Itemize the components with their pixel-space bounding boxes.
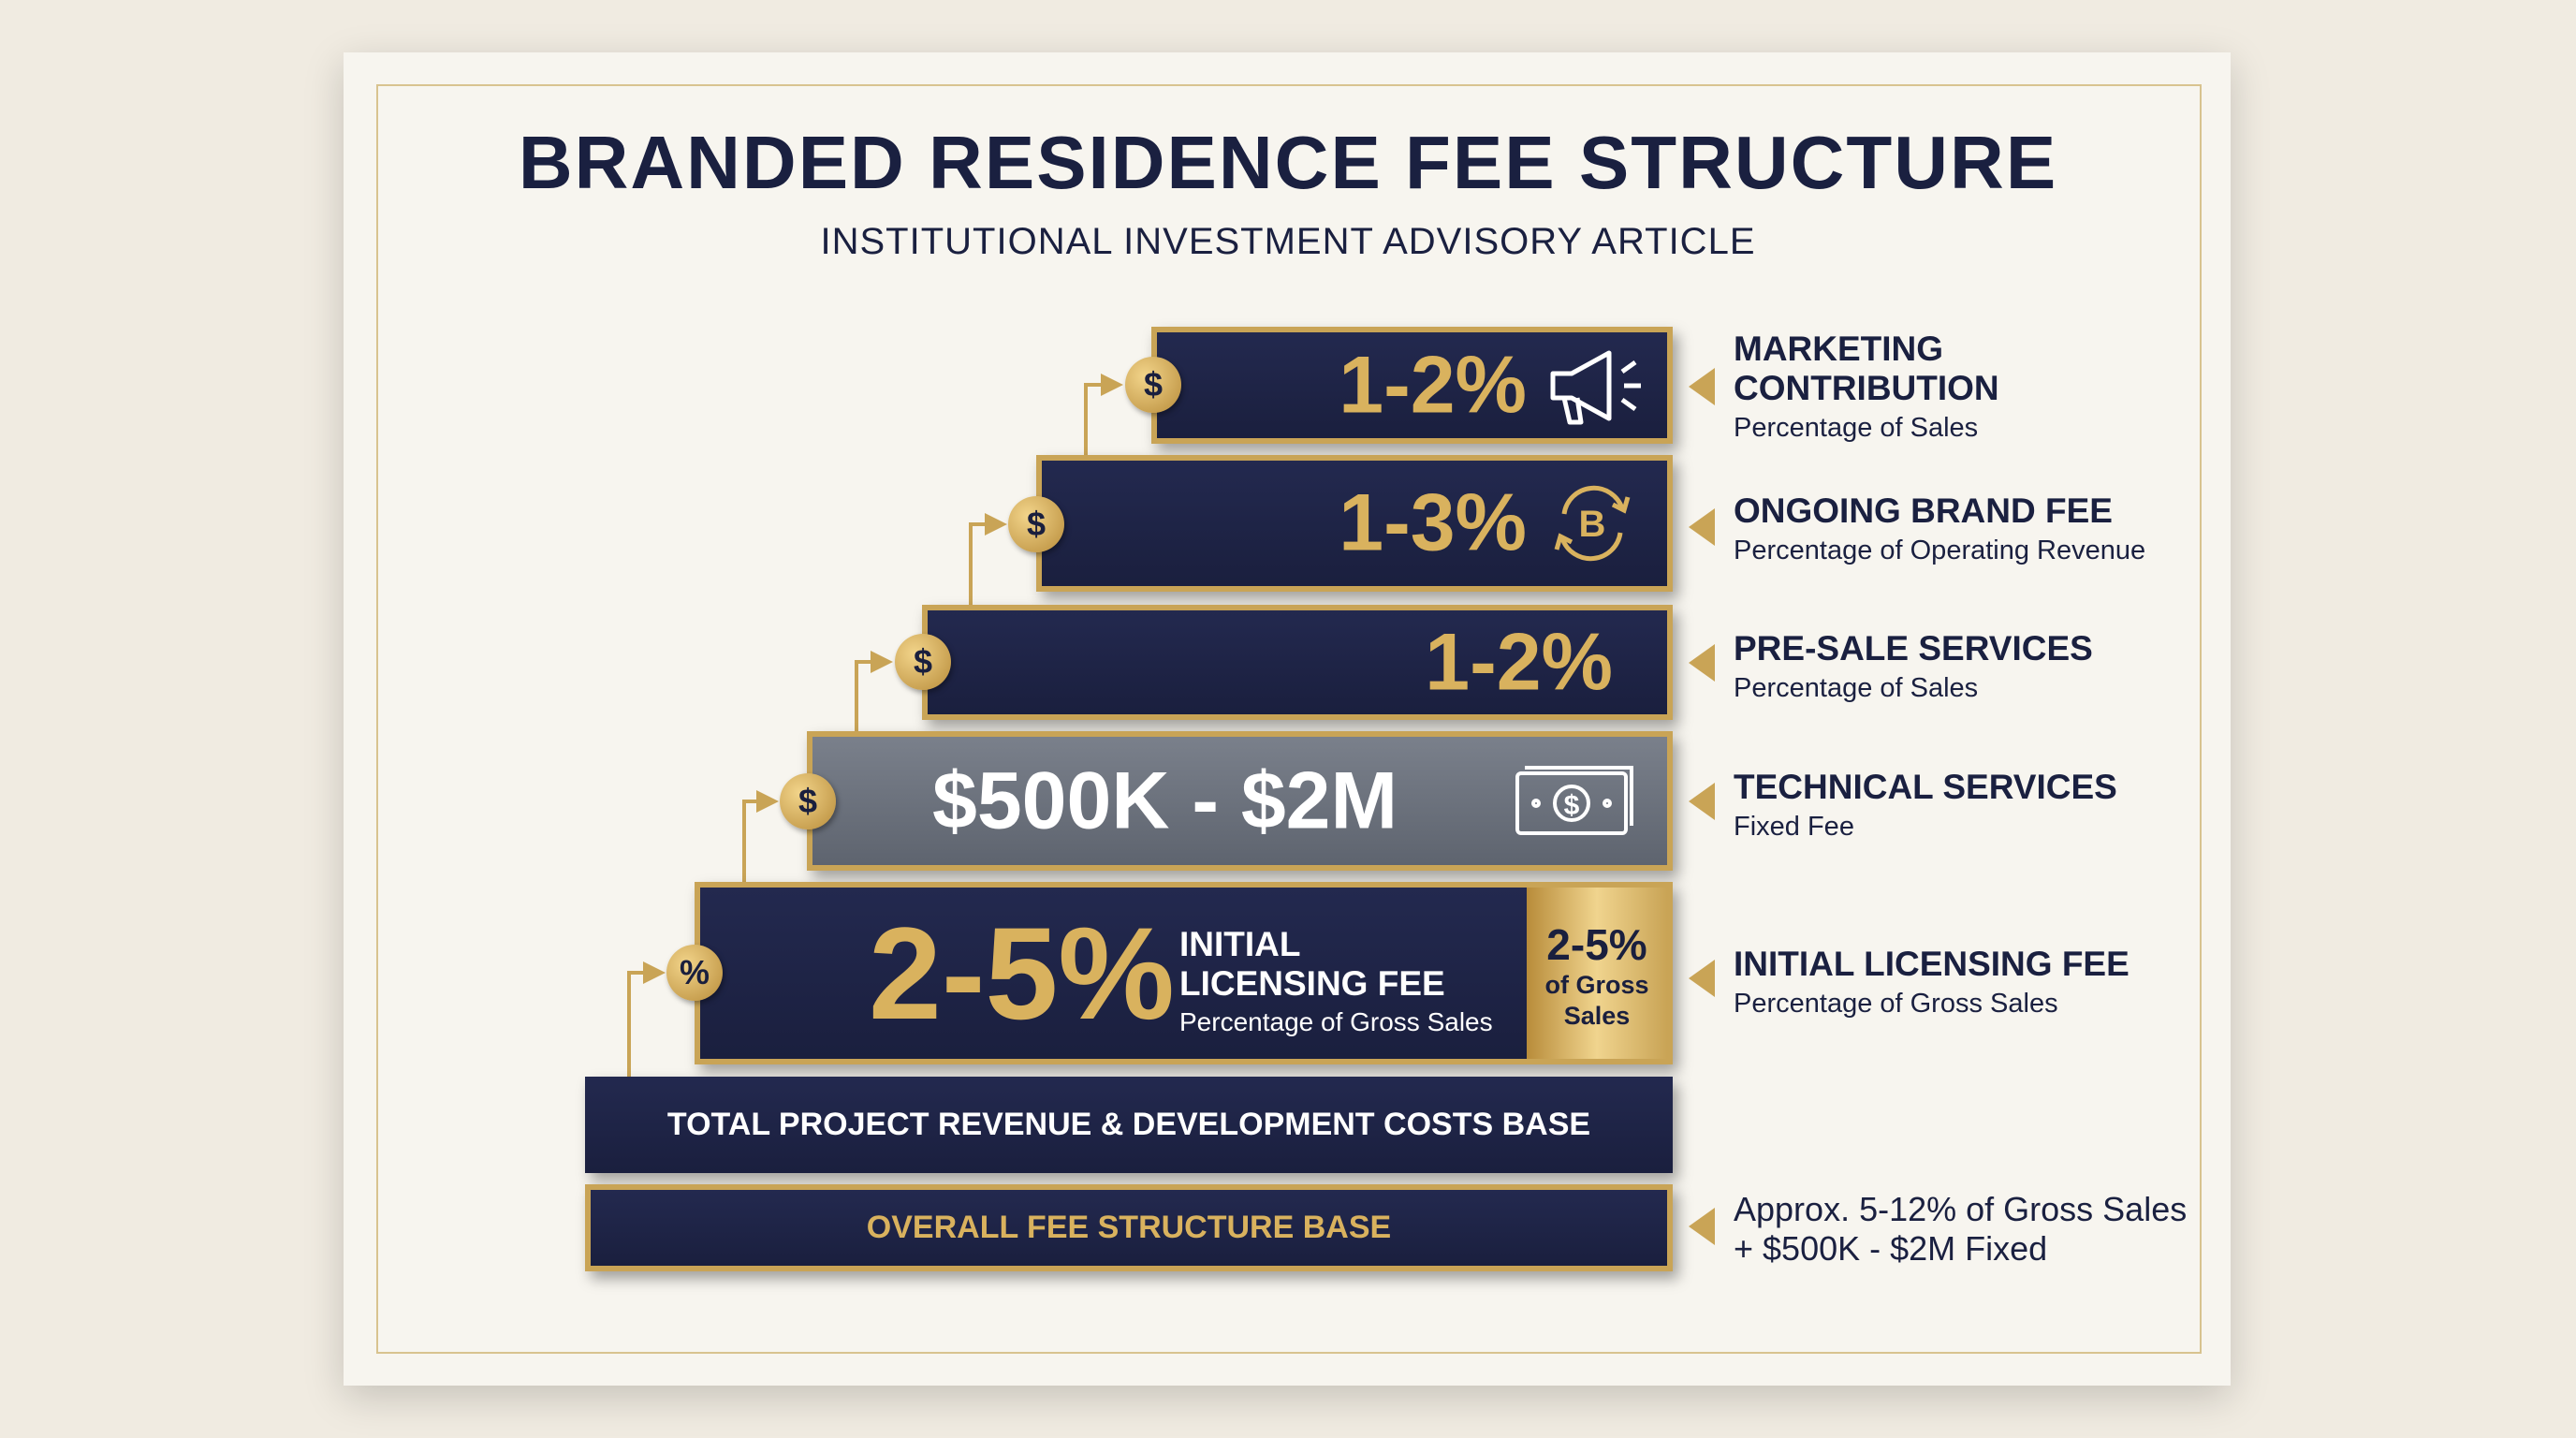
inner-title-2: LICENSING FEE: [1179, 964, 1445, 1003]
percent-coin-icon: %: [666, 945, 723, 1001]
connector-4: [742, 790, 779, 882]
dollar-coin-icon: $: [780, 773, 836, 829]
side-sub-2: Sales: [1563, 1002, 1631, 1030]
label-sub: Percentage of Sales: [1734, 413, 1979, 443]
card-border: [376, 84, 2202, 1354]
tier-value: 2-5%: [869, 899, 1175, 1047]
side-sub-1: of Gross: [1544, 971, 1649, 999]
label-title-2: CONTRIBUTION: [1734, 369, 1999, 407]
side-panel: 2-5% of Gross Sales: [1527, 888, 1667, 1059]
revenue-base-bar: TOTAL PROJECT REVENUE & DEVELOPMENT COST…: [585, 1077, 1673, 1173]
label-sub: Percentage of Gross Sales: [1734, 989, 2058, 1019]
page-title: BRANDED RESIDENCE FEE STRUCTURE: [518, 121, 2058, 204]
tier-ongoing-brand-fee: 1-3% B: [1036, 455, 1673, 592]
dollar-coin-icon: $: [895, 634, 951, 690]
inner-sub: Percentage of Gross Sales: [1179, 1007, 1493, 1036]
label-pre-sale-services: PRE-SALE SERVICES Percentage of Sales: [1734, 629, 2093, 708]
pointer-icon: [1689, 508, 1715, 546]
label-sub: Percentage of Operating Revenue: [1734, 536, 2146, 565]
svg-text:$: $: [1564, 790, 1580, 821]
label-title: MARKETING: [1734, 330, 1944, 368]
pointer-icon: [1689, 368, 1715, 405]
label-summary: Approx. 5-12% of Gross Sales + $500K - $…: [1734, 1190, 2187, 1269]
label-title: PRE-SALE SERVICES: [1734, 629, 2093, 668]
summary-line-2: + $500K - $2M Fixed: [1734, 1229, 2048, 1268]
tier-value: 1-2%: [1339, 340, 1527, 430]
dollar-coin-icon: $: [1008, 496, 1064, 552]
page-subtitle: INSTITUTIONAL INVESTMENT ADVISORY ARTICL…: [820, 221, 1756, 262]
pointer-icon: [1689, 1208, 1715, 1245]
pointer-icon: [1689, 644, 1715, 682]
connector-5: [627, 961, 666, 1077]
tier-technical-services: $500K - $2M $: [807, 731, 1673, 871]
pointer-icon: [1689, 783, 1715, 820]
summary-line-1: Approx. 5-12% of Gross Sales: [1734, 1190, 2188, 1228]
coin-cycle-icon: B: [1554, 485, 1631, 562]
pointer-icon: [1689, 960, 1715, 997]
tier-value: 1-2%: [1425, 617, 1613, 707]
dollar-coin-icon: $: [1125, 357, 1181, 413]
svg-text:B: B: [1579, 504, 1606, 545]
label-title: INITIAL LICENSING FEE: [1734, 945, 2130, 983]
revenue-base-label: TOTAL PROJECT REVENUE & DEVELOPMENT COST…: [666, 1107, 1591, 1142]
connector-2: [969, 513, 1007, 605]
tier-value: $500K - $2M: [932, 756, 1398, 845]
money-gear-icon: $: [1515, 765, 1633, 835]
overall-base-bar: OVERALL FEE STRUCTURE BASE: [585, 1184, 1673, 1271]
tier-marketing: 1-2%: [1151, 327, 1673, 444]
label-ongoing-brand-fee: ONGOING BRAND FEE Percentage of Operatin…: [1734, 492, 2145, 570]
inner-title-1: INITIAL: [1179, 925, 1301, 963]
label-marketing: MARKETING CONTRIBUTION Percentage of Sal…: [1734, 330, 1999, 448]
label-technical-services: TECHNICAL SERVICES Fixed Fee: [1734, 768, 2117, 846]
label-sub: Percentage of Sales: [1734, 673, 1979, 703]
megaphone-icon: [1550, 350, 1641, 424]
connector-3: [855, 651, 893, 731]
label-title: TECHNICAL SERVICES: [1734, 768, 2117, 806]
tier-inner-label: INITIAL LICENSING FEE Percentage of Gros…: [1179, 925, 1493, 1041]
label-title: ONGOING BRAND FEE: [1734, 492, 2113, 530]
tier-initial-licensing-fee: 2-5% INITIAL LICENSING FEE Percentage of…: [695, 882, 1673, 1064]
tier-value: 1-3%: [1339, 477, 1527, 568]
label-initial-licensing-fee: INITIAL LICENSING FEE Percentage of Gros…: [1734, 945, 2130, 1023]
tier-pre-sale-services: 1-2%: [922, 605, 1673, 720]
label-sub: Fixed Fee: [1734, 812, 1854, 842]
connector-1: [1084, 374, 1123, 455]
overall-base-label: OVERALL FEE STRUCTURE BASE: [866, 1210, 1392, 1245]
side-value: 2-5%: [1546, 920, 1647, 969]
